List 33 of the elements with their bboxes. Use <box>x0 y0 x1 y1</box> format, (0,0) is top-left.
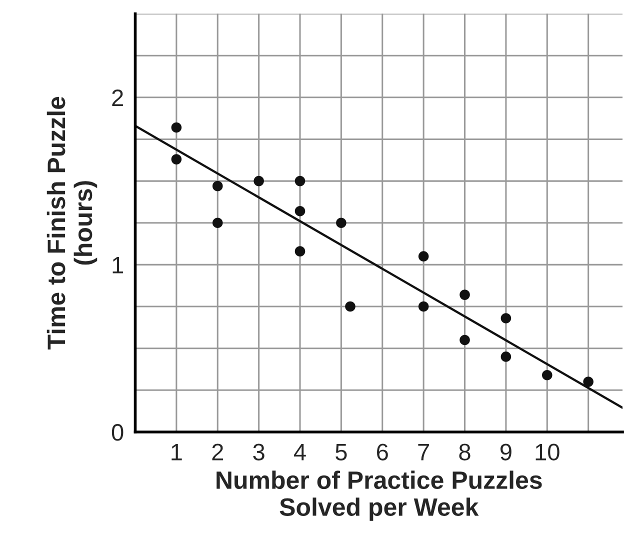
point <box>583 376 594 387</box>
point <box>254 176 264 186</box>
point <box>294 176 306 186</box>
x-tick-label: 1 <box>172 444 182 460</box>
point <box>418 301 429 312</box>
point <box>500 313 512 324</box>
x-tick-label: 7 <box>418 444 429 460</box>
x-tick-label: 10 <box>536 444 560 460</box>
x-axis-title: Number of Practice Puzzles Solved per Week <box>216 470 542 521</box>
y-tick-label: 2 <box>112 89 123 106</box>
point <box>460 290 470 300</box>
x-tick-label: 5 <box>336 444 347 460</box>
point <box>460 334 470 346</box>
x-tick-label: 2 <box>212 444 224 460</box>
point <box>171 122 182 133</box>
point <box>294 246 306 256</box>
x-tick-label: 9 <box>500 444 512 460</box>
point <box>212 218 223 228</box>
point <box>336 218 346 228</box>
x-tick-label: 3 <box>253 444 264 460</box>
point <box>345 301 356 312</box>
y-tick-label: 0 <box>112 424 124 441</box>
point <box>294 206 306 216</box>
y-axis-title: Time to Finish Puzzle (hours) <box>46 96 98 350</box>
x-tick-label: 4 <box>294 444 306 460</box>
point <box>500 352 512 362</box>
x-tick-label: 8 <box>459 444 470 460</box>
point <box>212 180 223 192</box>
y-tick-label: 1 <box>112 257 123 274</box>
point <box>542 370 552 380</box>
x-tick-label: 6 <box>377 444 388 460</box>
point <box>418 251 429 262</box>
point <box>171 154 182 164</box>
